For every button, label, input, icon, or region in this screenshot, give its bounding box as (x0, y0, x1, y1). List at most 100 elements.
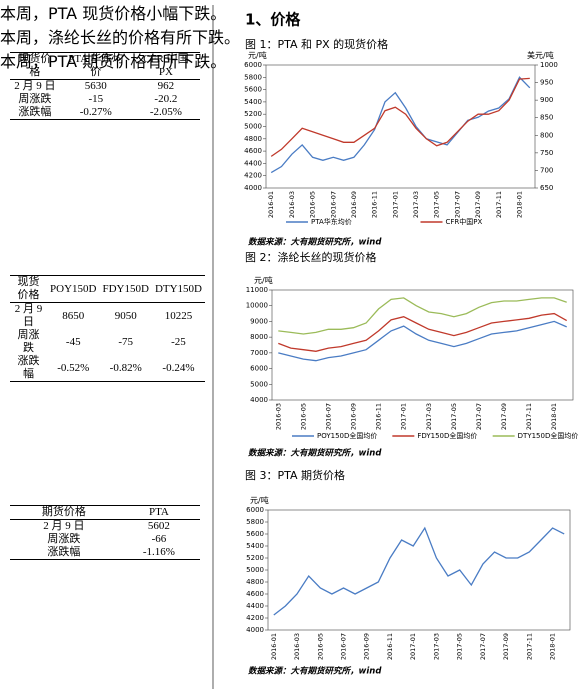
table-cell: 周涨跌 (18, 93, 52, 105)
table-cell: 周涨跌 (17, 329, 40, 354)
y-tick-label: 4200 (246, 614, 264, 622)
header-cell: PTA (117, 505, 200, 520)
x-tick-label: 2017-01 (391, 191, 399, 218)
header-cell: 现货价格 (10, 52, 60, 80)
note: 本周，涤纶长丝的价格有所下跌。 (0, 28, 241, 47)
heading: 1、价格 (245, 11, 301, 29)
table-cell: -0.52% (57, 361, 90, 374)
table-cell: -66 (151, 533, 167, 545)
chart-title: 图 2：涤纶长丝的现货价格 (245, 250, 377, 264)
y-axis-label: 元/吨 (254, 275, 273, 285)
x-tick-label: 2017-05 (433, 191, 441, 218)
source: 数据来源：大有期货研究所，wind (248, 448, 382, 459)
table-row: 涨跌幅 -1.16% (10, 546, 200, 560)
header-row: 现货价格 PTA 华东均价 CFR 中国 PX (10, 52, 200, 80)
data-table: 现货价格 PTA 华东均价 CFR 中国 PX 2 月 9 日 5630 962 周涨跌 -1… (10, 52, 200, 120)
y-tick-label: 5800 (246, 518, 264, 526)
legend-label: FDY150D全国均价 (417, 431, 477, 440)
source: 数据来源：大有期货研究所，wind (248, 666, 382, 677)
x-tick-label: 2016-07 (340, 633, 348, 660)
y2-tick-label: 650 (540, 184, 553, 192)
table-cell: -45 (65, 335, 81, 348)
data-table: 期货价格 PTA 2 月 9 日 5602 周涨跌 -66 涨跌幅 -1.16% (10, 505, 200, 560)
table-row: 周涨跌 -66 (10, 533, 200, 546)
x-tick-label: 2016-05 (299, 403, 307, 430)
x-tick-label: 2016-09 (350, 191, 358, 218)
y-tick-label: 9000 (250, 317, 268, 325)
header-cell: DTY150D (151, 275, 205, 303)
y-tick-label: 6000 (246, 506, 264, 514)
x-tick-label: 2016-09 (350, 403, 358, 430)
table-cell: 9050 (114, 309, 137, 322)
series-line (278, 320, 567, 362)
y2-tick-label: 950 (540, 79, 553, 87)
data-table: 现货价格 POY150D FDY150D DTY150D 2 月 9 日 8650 9050… (10, 275, 205, 382)
x-tick-label: 2016-01 (267, 191, 275, 218)
header-cell: POY150D (47, 275, 100, 303)
y-tick-label: 4800 (246, 578, 264, 586)
y2-tick-label: 900 (540, 96, 553, 104)
table-row: 周涨跌 -45 -75 -25 (10, 329, 205, 355)
y-tick-label: 8000 (250, 333, 268, 341)
legend-label: CFR中国PX (446, 217, 483, 226)
y-tick-label: 5000 (244, 123, 262, 131)
x-tick-label: 2016-03 (288, 191, 296, 218)
header-cell: FDY150D (99, 275, 152, 303)
y-tick-label: 4200 (244, 172, 262, 180)
plot-frame (267, 509, 571, 631)
x-tick-label: 2016-07 (329, 191, 337, 218)
plot-frame (271, 289, 574, 401)
table-cell: 8650 (62, 309, 85, 322)
table-cell: -75 (118, 335, 134, 348)
header-row: 期货价格 PTA (10, 505, 200, 520)
y2-tick-label: 750 (540, 149, 553, 157)
header-cell: 期货价格 (10, 505, 118, 520)
header-cell: PTA 华东均价 (59, 52, 132, 80)
y-tick-label: 7000 (250, 349, 268, 357)
y-tick-label: 4600 (244, 147, 262, 155)
chart-title: 图 1：PTA 和 PX 的现货价格 (245, 37, 388, 51)
y-tick-label: 4000 (246, 626, 264, 634)
table-row: 涨跌幅 -0.27% -2.05% (10, 106, 200, 120)
table-row: 2 月 9 日 5602 (10, 520, 200, 534)
y2-tick-label: 700 (540, 166, 553, 174)
table-row: 2 月 9 日 8650 9050 10225 (10, 303, 205, 330)
series-line (273, 526, 565, 616)
table-row: 2 月 9 日 5630 962 (10, 80, 200, 94)
series-line (278, 297, 567, 335)
y2-tick-label: 850 (540, 114, 553, 122)
table-cell: -0.82% (109, 361, 142, 374)
x-tick-label: 2016-05 (316, 633, 324, 660)
x-tick-label: 2017-11 (495, 191, 503, 218)
series-line (270, 76, 531, 174)
y-tick-label: 5200 (244, 110, 262, 118)
table-cell: -0.24% (162, 361, 195, 374)
y-tick-label: 4000 (244, 184, 262, 192)
y-tick-label: 4800 (244, 135, 262, 143)
series-line (270, 77, 530, 157)
x-tick-label: 2017-03 (425, 403, 433, 430)
table-row: 涨跌幅 -0.52% -0.82% -0.24% (10, 355, 205, 382)
y-tick-label: 6000 (250, 365, 268, 373)
table-cell: -15 (88, 93, 104, 105)
table-cell: 周涨跌 (47, 533, 81, 545)
table-cell: 5630 (84, 80, 107, 92)
x-tick-label: 2017-05 (450, 403, 458, 430)
plot-frame (265, 64, 536, 189)
table-cell: 涨跌幅 (18, 106, 52, 118)
y-tick-label: 5000 (246, 566, 264, 574)
series-line (278, 312, 568, 352)
x-tick-label: 2017-07 (479, 633, 487, 660)
table-cell: 10225 (164, 309, 193, 322)
chart-title: 图 3：PTA 期货价格 (245, 468, 345, 482)
x-tick-label: 2018-01 (550, 403, 558, 430)
x-tick-label: 2016-01 (270, 633, 278, 660)
x-tick-label: 2016-11 (386, 633, 394, 660)
note: 本周，PTA 现货价格小幅下跌。 (0, 4, 227, 23)
y-tick-label: 6000 (244, 61, 262, 69)
y-tick-label: 5400 (246, 542, 264, 550)
x-tick-label: 2017-11 (525, 633, 533, 660)
y2-tick-label: 1000 (540, 61, 558, 69)
table-cell: 涨跌幅 (47, 546, 81, 558)
